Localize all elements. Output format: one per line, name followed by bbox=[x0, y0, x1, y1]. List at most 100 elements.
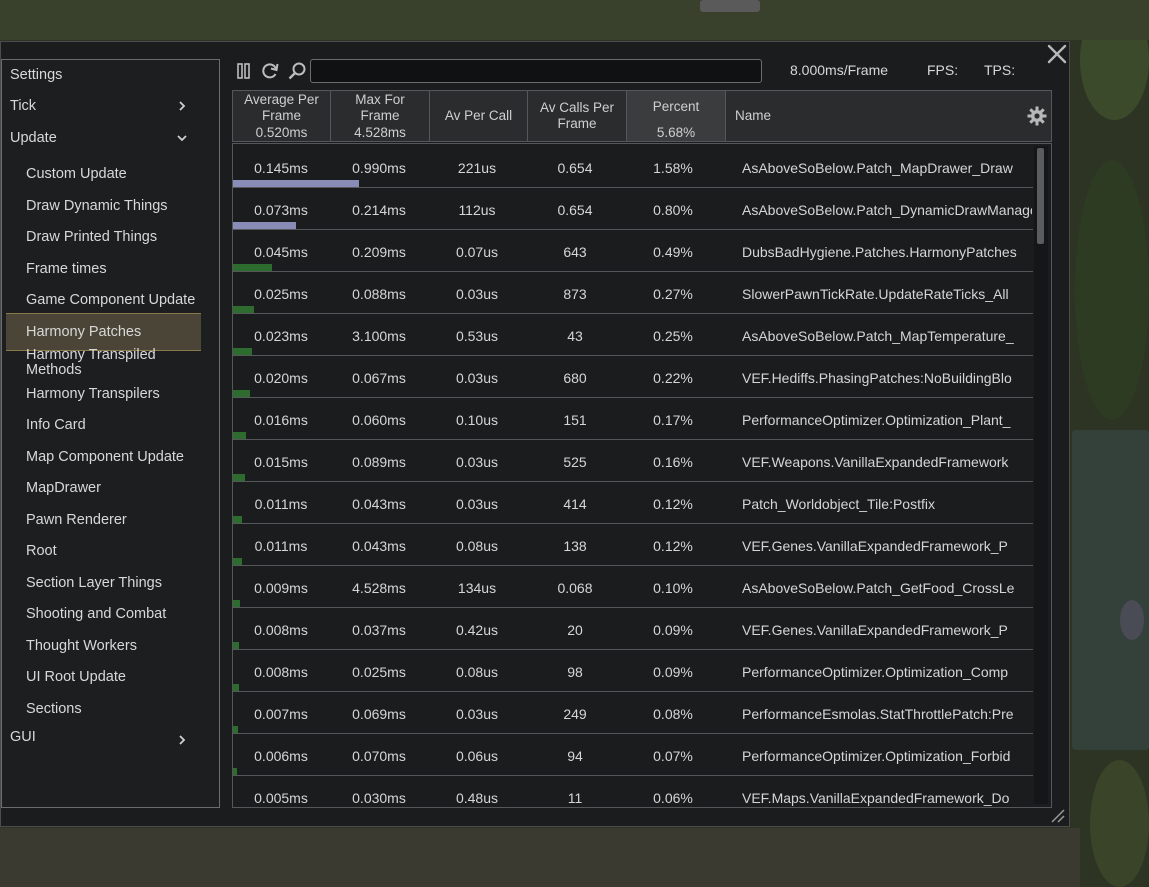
time-share-bar bbox=[233, 684, 239, 691]
column-header-av-calls-per-frame[interactable]: Av Calls Per Frame bbox=[528, 91, 627, 141]
table-row[interactable]: 0.016ms 0.060ms 0.10us 151 0.17% PerformanceO… bbox=[233, 398, 1033, 440]
avg-per-frame-cell: 0.015ms bbox=[254, 454, 308, 470]
percent-cell: 0.12% bbox=[653, 538, 693, 554]
table-row[interactable]: 0.145ms 0.990ms 221us 0.654 1.58% AsAboveSoBe… bbox=[233, 146, 1033, 188]
column-header-label: Average Per Frame bbox=[244, 92, 319, 123]
avg-per-frame-cell: 0.008ms bbox=[254, 622, 308, 638]
sidebar-item-harmony-transpiled-methods[interactable]: Harmony Transpiled Methods bbox=[2, 347, 219, 378]
max-for-frame-cell: 0.043ms bbox=[352, 496, 406, 512]
table-row[interactable]: 0.023ms 3.100ms 0.53us 43 0.25% AsAboveSoBelo… bbox=[233, 314, 1033, 356]
avg-per-frame-cell: 0.011ms bbox=[254, 538, 308, 554]
sidebar-category-gui[interactable]: GUI bbox=[2, 722, 219, 752]
percent-cell: 0.10% bbox=[653, 580, 693, 596]
avg-per-frame-cell: 0.073ms bbox=[254, 202, 308, 218]
time-share-bar bbox=[233, 432, 246, 439]
percent-cell: 0.07% bbox=[653, 748, 693, 764]
column-header-average-per-frame[interactable]: Average Per Frame 0.520ms bbox=[233, 91, 331, 141]
sidebar-item-info-card[interactable]: Info Card bbox=[2, 410, 219, 440]
time-share-bar bbox=[233, 558, 242, 565]
resize-grip-icon[interactable] bbox=[1048, 806, 1066, 824]
sidebar-category-label: Update bbox=[10, 130, 57, 146]
percent-cell: 0.09% bbox=[653, 664, 693, 680]
sidebar-item-thought-workers[interactable]: Thought Workers bbox=[2, 631, 219, 661]
sidebar-item-harmony-patches[interactable]: Harmony Patches bbox=[6, 313, 201, 351]
table-row[interactable]: 0.009ms 4.528ms 134us 0.068 0.10% AsAboveSoBe… bbox=[233, 566, 1033, 608]
sidebar-item-game-component-update[interactable]: Game Component Update bbox=[2, 285, 219, 315]
av-calls-per-frame-cell: 680 bbox=[563, 370, 587, 386]
table-row[interactable]: 0.008ms 0.037ms 0.42us 20 0.09% VEF.Genes.Van… bbox=[233, 608, 1033, 650]
patch-name-cell: AsAboveSoBelow.Patch_GetFood_CrossLe bbox=[742, 580, 1015, 596]
max-for-frame-cell: 0.088ms bbox=[352, 286, 406, 302]
sidebar-item-section-layer-things[interactable]: Section Layer Things bbox=[2, 568, 219, 598]
av-calls-per-frame-cell: 643 bbox=[563, 244, 587, 260]
gear-icon[interactable] bbox=[1027, 106, 1047, 126]
column-summary-value: 0.520ms bbox=[255, 125, 308, 140]
percent-cell: 0.80% bbox=[653, 202, 693, 218]
column-header-percent[interactable]: Percent 5.68% bbox=[627, 91, 726, 141]
sidebar-item-draw-dynamic-things[interactable]: Draw Dynamic Things bbox=[2, 191, 219, 221]
sidebar-item-ui-root-update[interactable]: UI Root Update bbox=[2, 662, 219, 692]
max-for-frame-cell: 0.209ms bbox=[352, 244, 406, 260]
time-share-bar bbox=[233, 180, 359, 187]
av-calls-per-frame-cell: 98 bbox=[567, 664, 583, 680]
sidebar-item-label: Root bbox=[26, 543, 57, 559]
table-row[interactable]: 0.011ms 0.043ms 0.03us 414 0.12% Patch_Worldo… bbox=[233, 482, 1033, 524]
sidebar-item-shooting-and-combat[interactable]: Shooting and Combat bbox=[2, 599, 219, 629]
max-for-frame-cell: 0.214ms bbox=[352, 202, 406, 218]
column-summary-value: 4.528ms bbox=[354, 125, 406, 140]
time-share-bar bbox=[233, 348, 252, 355]
table-row[interactable]: 0.045ms 0.209ms 0.07us 643 0.49% DubsBadHygie… bbox=[233, 230, 1033, 272]
column-header-max-for-frame[interactable]: Max For Frame 4.528ms bbox=[331, 91, 430, 141]
percent-cell: 0.06% bbox=[653, 790, 693, 806]
av-per-call-cell: 0.08us bbox=[455, 664, 499, 680]
sidebar-item-draw-printed-things[interactable]: Draw Printed Things bbox=[2, 222, 219, 252]
sidebar-item-label: Game Component Update bbox=[26, 292, 196, 308]
table-row[interactable]: 0.020ms 0.067ms 0.03us 680 0.22% VEF.Hediffs.… bbox=[233, 356, 1033, 398]
sidebar-item-label: Shooting and Combat bbox=[26, 606, 167, 622]
column-header-name[interactable]: Name bbox=[726, 91, 1051, 141]
table-row[interactable]: 0.073ms 0.214ms 112us 0.654 0.80% AsAboveSoBe… bbox=[233, 188, 1033, 230]
sidebar-item-harmony-transpilers[interactable]: Harmony Transpilers bbox=[2, 379, 219, 409]
vertical-scrollbar[interactable] bbox=[1034, 146, 1048, 804]
sidebar-item-custom-update[interactable]: Custom Update bbox=[2, 159, 219, 189]
column-header-av-per-call[interactable]: Av Per Call bbox=[430, 91, 528, 141]
percent-cell: 0.17% bbox=[653, 412, 693, 428]
time-share-bar bbox=[233, 264, 272, 271]
table-header: Average Per Frame 0.520ms Max For Frame 4.… bbox=[232, 90, 1052, 142]
table-row[interactable]: 0.011ms 0.043ms 0.08us 138 0.12% VEF.Genes.Va… bbox=[233, 524, 1033, 566]
sidebar-item-root[interactable]: Root bbox=[2, 536, 219, 566]
refresh-icon[interactable] bbox=[260, 61, 280, 81]
sidebar-item-label: Section Layer Things bbox=[26, 575, 162, 591]
patch-name-cell: VEF.Maps.VanillaExpandedFramework_Do bbox=[742, 790, 1010, 806]
sidebar-item-mapdrawer[interactable]: MapDrawer bbox=[2, 473, 219, 503]
scrollbar-thumb[interactable] bbox=[1037, 148, 1044, 244]
time-share-bar bbox=[233, 474, 245, 481]
table-row[interactable]: 0.007ms 0.069ms 0.03us 249 0.08% PerformanceE… bbox=[233, 692, 1033, 734]
sidebar-category-label: Settings bbox=[10, 67, 63, 83]
sidebar-item-map-component-update[interactable]: Map Component Update bbox=[2, 442, 219, 472]
sidebar-category-tick[interactable]: Tick bbox=[2, 91, 219, 121]
sidebar-item-frame-times[interactable]: Frame times bbox=[2, 254, 219, 284]
close-icon[interactable] bbox=[1045, 42, 1069, 66]
sidebar-item-label: Info Card bbox=[26, 417, 86, 433]
table-row[interactable]: 0.006ms 0.070ms 0.06us 94 0.07% PerformanceOp… bbox=[233, 734, 1033, 776]
max-for-frame-cell: 0.990ms bbox=[352, 160, 406, 176]
table-row[interactable]: 0.025ms 0.088ms 0.03us 873 0.27% SlowerPawnTi… bbox=[233, 272, 1033, 314]
magnifier-icon[interactable] bbox=[287, 61, 307, 81]
pause-icon[interactable] bbox=[237, 62, 251, 80]
time-share-bar bbox=[233, 768, 237, 775]
av-calls-per-frame-cell: 414 bbox=[563, 496, 587, 512]
avg-per-frame-cell: 0.007ms bbox=[254, 706, 308, 722]
tps-label: TPS: bbox=[984, 62, 1016, 78]
sidebar-category-label: GUI bbox=[10, 729, 36, 745]
sidebar-category-update[interactable]: Update bbox=[2, 123, 219, 153]
patch-name-cell: VEF.Genes.VanillaExpandedFramework_P bbox=[742, 538, 1008, 554]
sidebar-item-pawn-renderer[interactable]: Pawn Renderer bbox=[2, 505, 219, 535]
table-row[interactable]: 0.015ms 0.089ms 0.03us 525 0.16% VEF.Weapons.… bbox=[233, 440, 1033, 482]
search-input[interactable] bbox=[310, 59, 762, 83]
sidebar-category-settings[interactable]: Settings bbox=[2, 60, 219, 90]
table-row[interactable]: 0.005ms 0.030ms 0.48us 11 0.06% VEF.Maps.Vani… bbox=[233, 776, 1033, 807]
percent-cell: 0.25% bbox=[653, 328, 693, 344]
table-row[interactable]: 0.008ms 0.025ms 0.08us 98 0.09% PerformanceOp… bbox=[233, 650, 1033, 692]
sidebar-item-sections[interactable]: Sections bbox=[2, 694, 219, 724]
